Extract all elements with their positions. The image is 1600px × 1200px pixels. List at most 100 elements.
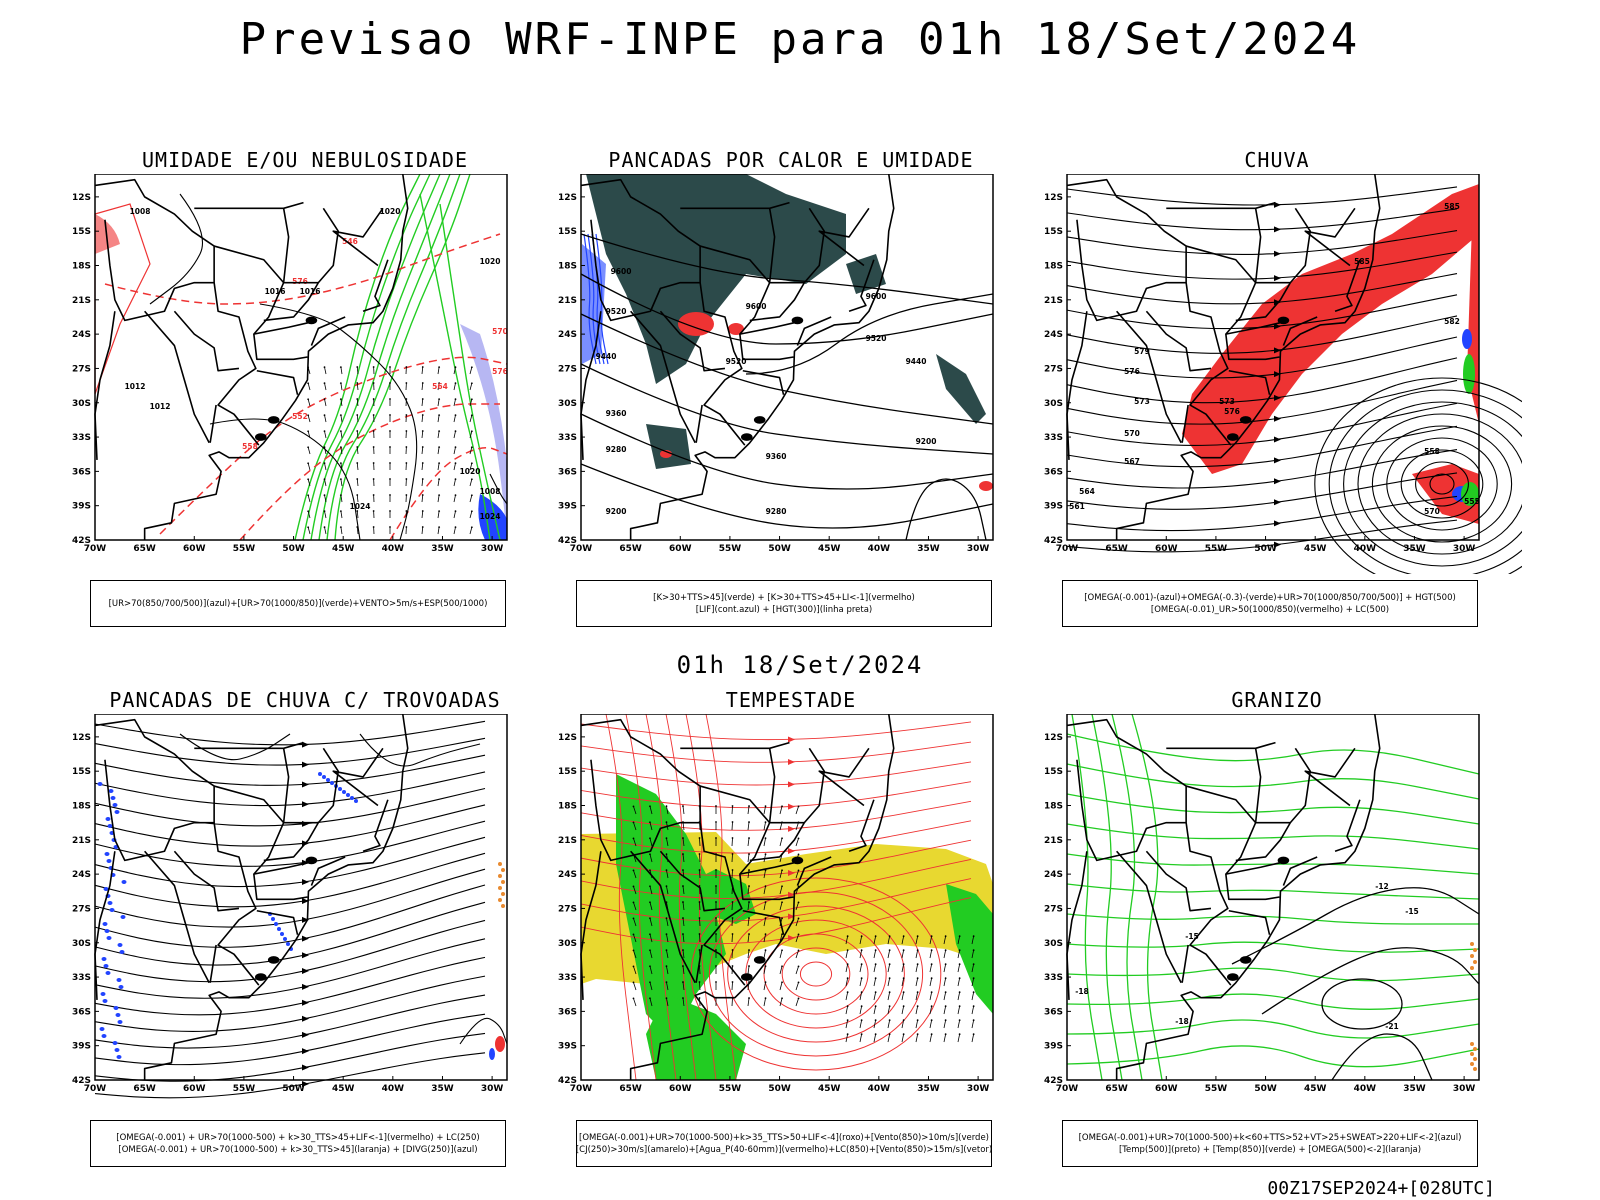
vector-head xyxy=(438,526,441,528)
vector-head xyxy=(797,869,800,872)
map-granizo: -12 -15 -15 -18 -18 -21 12S 15S 18S 21S 24S 27S 30S 3… xyxy=(1044,714,1480,1094)
wind-vector xyxy=(795,838,799,847)
vector-head xyxy=(470,414,473,417)
wind-vector xyxy=(943,964,947,973)
temp500-contour xyxy=(1331,1033,1433,1081)
streamline-arrow xyxy=(788,736,795,743)
boundary-line xyxy=(630,310,696,444)
wind-vector xyxy=(469,447,473,455)
vector-head xyxy=(356,398,359,400)
wind-vector xyxy=(682,918,685,927)
lagoon-mark xyxy=(740,973,753,981)
boundary-line xyxy=(630,850,696,984)
divergence-blue xyxy=(100,992,106,996)
vector-head xyxy=(797,901,800,904)
vector-head xyxy=(888,949,891,952)
vector-head xyxy=(682,981,684,983)
boundary-line xyxy=(209,944,217,983)
divergence-blue xyxy=(101,957,107,961)
lat-label: 18S xyxy=(1044,262,1063,272)
streamline-arrow xyxy=(302,898,309,905)
vector-head xyxy=(944,949,947,952)
divergence-blue xyxy=(274,922,278,926)
boundary-line xyxy=(1334,799,1361,853)
lat-label: 15S xyxy=(558,767,577,777)
wind-vector xyxy=(915,936,919,945)
wind-vector xyxy=(324,527,327,535)
wind-vector xyxy=(469,383,473,391)
streamline-arrow xyxy=(1274,226,1281,233)
lagoon-mark xyxy=(267,956,280,964)
streamline xyxy=(94,771,486,807)
contour-label: 573 xyxy=(1219,397,1235,406)
wind-vector xyxy=(469,511,473,519)
wind-vector xyxy=(469,367,473,375)
lagoon-mark xyxy=(1226,973,1239,981)
wind-vector xyxy=(340,383,343,391)
boundary-line xyxy=(194,201,304,210)
lat-label: 27S xyxy=(558,364,577,374)
thunder-orange xyxy=(498,886,502,890)
contour-label: 9600 xyxy=(746,302,767,311)
boundary-line xyxy=(256,909,299,935)
vector-head xyxy=(307,462,310,465)
divergence-blue xyxy=(115,1013,121,1017)
vector-head xyxy=(405,430,408,432)
streamline xyxy=(94,1032,486,1082)
vector-head xyxy=(470,478,473,481)
boundary-line xyxy=(104,759,215,862)
vector-head xyxy=(372,398,375,400)
legend-line: [OMEGA(-0.001)+UR>70(1000-500)+k<60+TTS>… xyxy=(1078,1132,1462,1143)
streamline-arrow xyxy=(1274,520,1281,527)
streamline-red xyxy=(645,714,677,1081)
isobar xyxy=(259,303,418,541)
lat-label: 33S xyxy=(72,973,91,983)
streamline xyxy=(580,897,972,945)
vector-head xyxy=(972,1005,975,1008)
wind-vector xyxy=(845,950,849,959)
temp500-contour xyxy=(1261,947,1480,1015)
wind-vector xyxy=(901,1020,905,1029)
boundary-line xyxy=(144,310,210,444)
field-layer xyxy=(94,720,508,1099)
lon-label: 45W xyxy=(332,544,355,554)
vector-head xyxy=(930,977,933,980)
vector-head xyxy=(797,997,800,1000)
instability-teal-area xyxy=(586,174,846,384)
streamline xyxy=(580,781,972,809)
vector-head xyxy=(958,977,961,980)
streamline xyxy=(1066,379,1458,425)
vector-head xyxy=(470,366,473,369)
wind-vector xyxy=(437,415,440,423)
wind-vector xyxy=(666,934,669,943)
wind-vector xyxy=(699,869,701,879)
vector-head xyxy=(972,935,975,938)
vector-head xyxy=(874,1005,877,1008)
contour-label: 582 xyxy=(1444,317,1460,326)
vector-head xyxy=(944,1005,947,1008)
cyclone-streamline xyxy=(1371,425,1513,543)
lat-label: 12S xyxy=(1044,733,1063,743)
boundary-line xyxy=(659,310,726,372)
panel-pancadas-calor: PANCADAS POR CALOR E UMIDADE 9600 9600 952… xyxy=(546,148,1036,628)
wind-vector xyxy=(731,917,733,927)
lon-label: 60W xyxy=(183,544,206,554)
vector-head xyxy=(698,981,701,983)
divergence-blue xyxy=(350,796,354,800)
wind-vector xyxy=(437,511,440,519)
boundary-line xyxy=(1228,909,1271,935)
contour-label: -18 xyxy=(1175,1017,1189,1026)
strong-instability-red xyxy=(728,323,744,335)
omega-orange xyxy=(1470,1052,1474,1056)
lon-label: 60W xyxy=(669,1084,692,1094)
vector-head xyxy=(888,1019,891,1022)
divergence-blue xyxy=(114,1048,120,1052)
vector-head xyxy=(389,382,391,384)
vector-head xyxy=(874,935,877,938)
lat-label: 39S xyxy=(1044,502,1063,512)
legend-line: [OMEGA(-0.001) + UR>70(1000-500) + k>30_… xyxy=(116,1132,480,1143)
lon-label: 35W xyxy=(431,1084,454,1094)
lon-label: 45W xyxy=(1304,544,1327,554)
contour-label: 585 xyxy=(1444,202,1460,211)
